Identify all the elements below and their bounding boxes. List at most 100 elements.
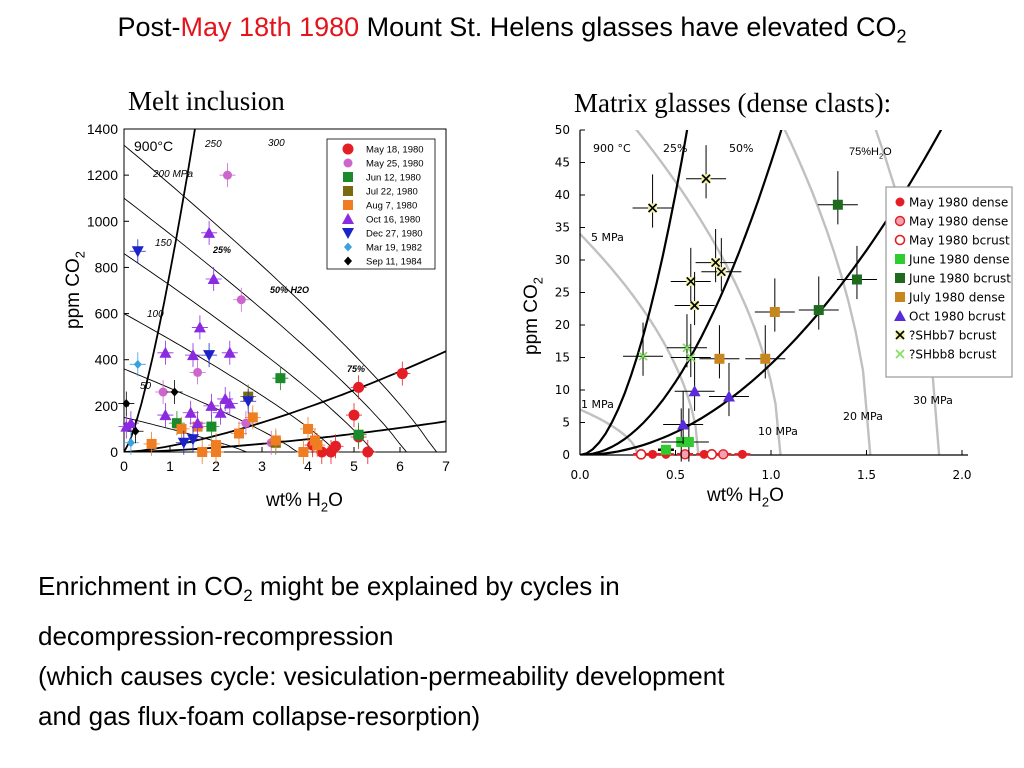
marker-stroke	[895, 349, 905, 359]
y-tick-label: 10	[555, 383, 570, 397]
data-point	[648, 203, 658, 213]
data-point	[223, 170, 232, 180]
data-point	[718, 449, 729, 460]
figure-canvas: 0 1 2 3 4 5 6 70200400600800100012001400900°C50…	[63, 121, 1013, 515]
x-tick-label: 2	[212, 458, 220, 474]
y-tick-label: 1000	[87, 213, 118, 229]
y-tick-label: 25	[555, 286, 570, 300]
data-point	[191, 417, 204, 429]
matrix-glasses-chart: 0.0 0.5 1.0 1.5 2.0 0 5 10 15 20 25 30 35 40 45 50 900 °…	[555, 123, 1013, 482]
legend-marker	[343, 200, 353, 210]
x-tick-label: 7	[442, 458, 450, 474]
title-prefix: Post-	[117, 12, 181, 42]
data-point	[330, 440, 342, 452]
data-point	[714, 353, 725, 364]
legend-marker	[894, 234, 906, 246]
data-point	[187, 434, 199, 446]
data-point	[176, 423, 187, 434]
data-point	[146, 438, 157, 449]
data-point	[701, 174, 711, 184]
data-point	[242, 396, 255, 408]
data-point	[682, 343, 692, 353]
marker-stroke	[701, 174, 711, 184]
left-data-points	[118, 163, 411, 464]
explanation-line-2: decompression-recompression	[38, 621, 394, 652]
data-point	[234, 428, 244, 439]
y-tick-label: 400	[95, 352, 119, 368]
explanation-line-4: and gas flux-foam collapse-resorption)	[38, 701, 481, 732]
data-point	[193, 367, 203, 377]
explanation-line-3: (which causes cycle: vesiculation-permea…	[38, 661, 725, 692]
isopleth-curve-75	[124, 420, 446, 452]
matrix-glasses-title: Matrix glasses (dense clasts):	[574, 88, 892, 118]
data-point	[711, 258, 721, 268]
data-point	[122, 399, 131, 409]
explanation-line-1b: might be explained by cycles in	[252, 571, 620, 601]
isobar-label: 100	[147, 309, 164, 320]
isopleth-label: 75%H2O	[849, 146, 892, 160]
data-point	[159, 346, 172, 358]
isobar-label: 10 MPa	[758, 425, 798, 438]
isopleth-curve-50	[124, 350, 446, 452]
data-point	[223, 346, 236, 358]
legend-marker	[342, 143, 354, 155]
marker-stroke	[895, 330, 905, 340]
temperature-label: 900 °C	[593, 142, 631, 155]
y-tick-label: 45	[555, 156, 570, 170]
x-tick-label: 1.5	[857, 468, 876, 482]
legend-marker	[344, 242, 352, 252]
y-tick-label: 800	[95, 259, 119, 275]
legend-marker	[895, 349, 905, 359]
data-point	[396, 368, 408, 380]
isopleth-label: 50%	[729, 142, 753, 155]
x-tick-label: 1	[166, 458, 174, 474]
x-tick-label: 0	[120, 458, 128, 474]
isobar-label: 200 MPa	[152, 169, 193, 180]
data-point	[207, 272, 220, 284]
data-point	[677, 418, 690, 430]
isobar-curve-250	[124, 197, 422, 452]
isobar-curve-1mpa	[580, 408, 639, 455]
data-point	[131, 426, 140, 436]
data-point	[184, 406, 197, 418]
isobar-label: 20 MPa	[843, 410, 883, 423]
legend-marker	[344, 256, 352, 266]
data-point	[223, 397, 236, 409]
data-point	[126, 438, 135, 448]
legend-marker	[895, 273, 905, 283]
y-tick-label: 0	[562, 448, 570, 462]
isopleth-label: 25%	[663, 142, 687, 155]
legend-label: May 25, 1980	[366, 159, 424, 170]
marker-stroke	[682, 343, 692, 353]
data-point	[133, 359, 142, 369]
legend-marker	[342, 213, 354, 224]
isobar-label: 150	[155, 238, 172, 249]
y-axis-label: ppm CO2	[521, 277, 546, 355]
legend-marker	[342, 228, 354, 239]
legend-label: Jul 22, 1980	[366, 187, 418, 198]
data-point	[236, 295, 246, 305]
data-point	[193, 321, 206, 333]
isopleth-label: 75%	[347, 364, 365, 374]
data-point	[211, 440, 221, 451]
data-point	[686, 276, 696, 287]
x-tick-label: 3	[258, 458, 266, 474]
data-point	[159, 409, 172, 421]
y-tick-label: 600	[95, 306, 119, 322]
y-tick-label: 1200	[87, 167, 118, 183]
y-tick-label: 40	[555, 188, 570, 202]
data-point	[353, 429, 364, 440]
data-point	[348, 409, 360, 421]
y-tick-label: 15	[555, 351, 570, 365]
legend-marker	[895, 254, 905, 264]
title-highlight: May 18th 1980	[180, 12, 360, 42]
x-tick-label: 0.0	[570, 468, 589, 482]
legend-label: June 1980 dense	[908, 253, 1010, 267]
legend-label: Dec 27, 1980	[366, 229, 423, 240]
data-point	[214, 406, 227, 418]
y-tick-label: 35	[555, 221, 570, 235]
right-model-curves	[580, 130, 943, 455]
data-point	[638, 351, 648, 361]
legend-label: ?SHbb7 bcrust	[909, 329, 997, 343]
data-point	[131, 246, 144, 258]
